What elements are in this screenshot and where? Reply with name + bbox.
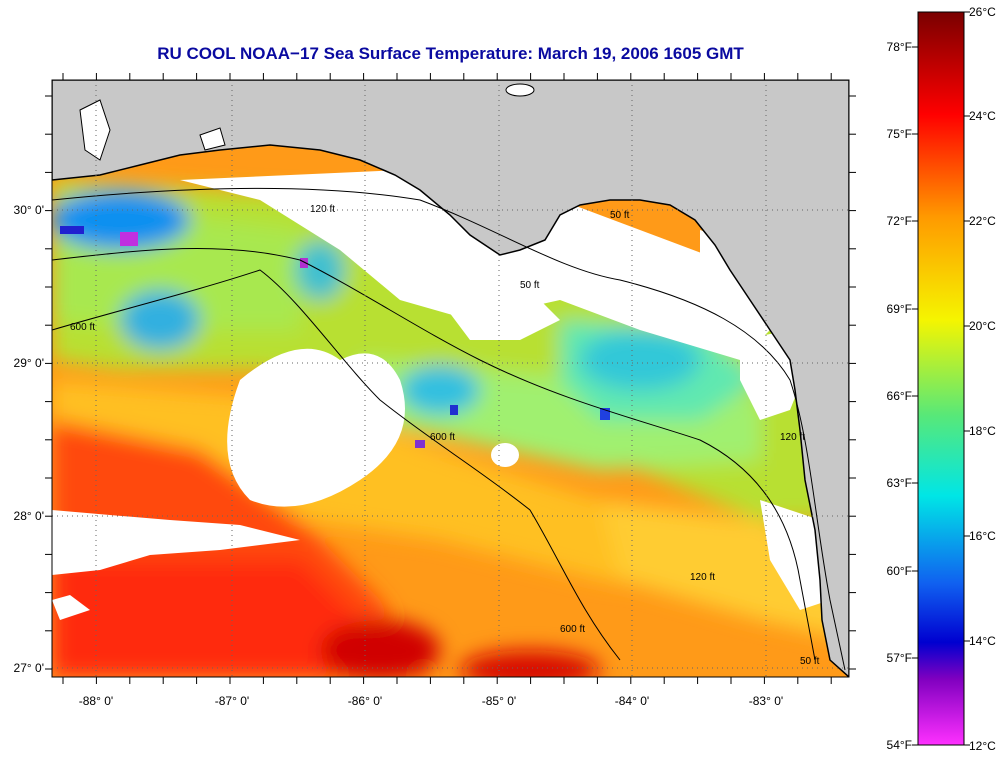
lat-tick-label: 29° 0' xyxy=(14,356,44,370)
contour-label: 600 ft xyxy=(70,322,95,333)
colorbar-f-label: 72°F xyxy=(887,214,912,228)
contour-label: 50 ft xyxy=(800,656,820,667)
contour-label: 600 ft xyxy=(430,432,455,443)
bathymetry-contours xyxy=(52,187,846,671)
lon-tick-label: -86° 0' xyxy=(348,694,382,708)
colorbar xyxy=(917,11,965,746)
lon-tick-label: -85° 0' xyxy=(482,694,516,708)
colorbar-f-label: 66°F xyxy=(887,389,912,403)
colorbar-c-label: 22°C xyxy=(969,214,996,228)
colorbar-c-label: 24°C xyxy=(969,109,996,123)
colorbar-f-label: 63°F xyxy=(887,476,912,490)
colorbar-c-label: 14°C xyxy=(969,634,996,648)
lon-tick-label: -87° 0' xyxy=(215,694,249,708)
contour-label: 50 ft xyxy=(520,280,540,291)
colorbar-f-label: 78°F xyxy=(887,40,912,54)
colorbar-c-label: 16°C xyxy=(969,529,996,543)
colorbar-c-label: 26°C xyxy=(969,5,996,19)
map-frame xyxy=(51,79,850,678)
contour-label: 600 ft xyxy=(560,624,585,635)
land xyxy=(52,80,849,677)
colorbar-f-label: 75°F xyxy=(887,127,912,141)
lon-tick-label: -84° 0' xyxy=(615,694,649,708)
lon-tick-label: -88° 0' xyxy=(79,694,113,708)
colorbar-c-label: 18°C xyxy=(969,424,996,438)
colorbar-f-label: 60°F xyxy=(887,564,912,578)
colorbar-f-label: 69°F xyxy=(887,302,912,316)
lat-tick-label: 28° 0' xyxy=(14,509,44,523)
colorbar-f-label: 54°F xyxy=(887,738,912,752)
colorbar-f-label: 57°F xyxy=(887,651,912,665)
contour-label: 120 ft xyxy=(690,572,715,583)
contour-label: 120 ft xyxy=(780,432,805,443)
colorbar-c-label: 12°C xyxy=(969,739,996,753)
lat-tick-label: 30° 0' xyxy=(14,203,44,217)
colorbar-c-label: 20°C xyxy=(969,319,996,333)
map-title: RU COOL NOAA−17 Sea Surface Temperature:… xyxy=(157,44,744,63)
cloud-cover xyxy=(52,170,830,620)
lon-tick-label: -83° 0' xyxy=(749,694,783,708)
contour-label: 50 ft xyxy=(610,210,630,221)
lat-tick-label: 27° 0' xyxy=(14,661,44,675)
